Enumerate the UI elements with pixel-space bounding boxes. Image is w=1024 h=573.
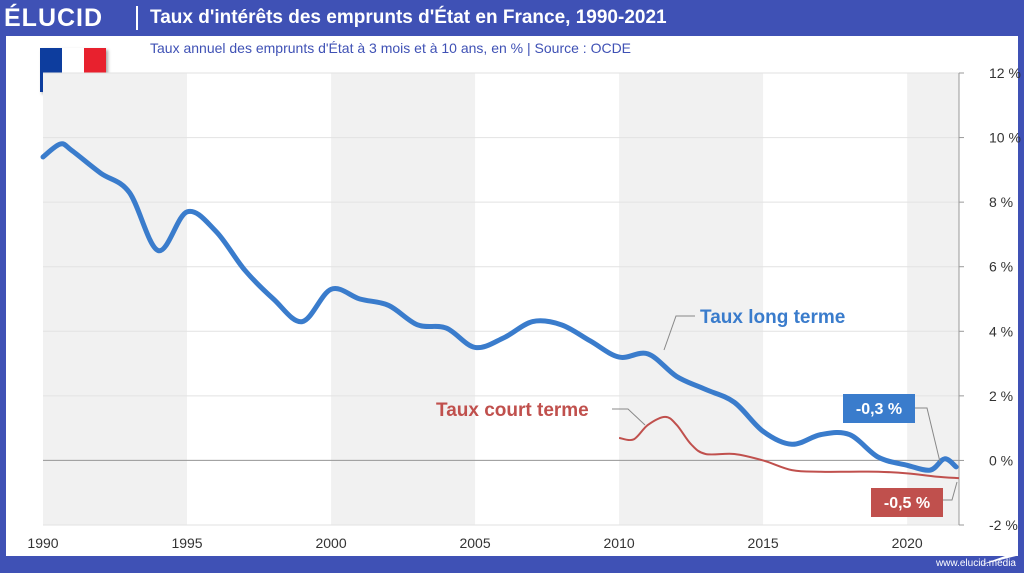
chart-band: [331, 73, 476, 525]
annotation-leader: [663, 315, 695, 351]
x-tick-label: 2000: [315, 535, 346, 551]
y-tick-label: 12 %: [989, 65, 1021, 81]
header-bar: ÉLUCID Taux d'intérêts des emprunts d'Ét…: [0, 0, 1024, 36]
series-line-taux-court-terme: [618, 415, 960, 480]
y-tick-label: 4 %: [989, 323, 1013, 339]
value-badge-bg: [843, 394, 915, 423]
annotation-leader: [943, 481, 958, 501]
chart-band: [43, 73, 188, 525]
x-tick-label: 2015: [748, 535, 779, 551]
value-badge-long: -0,3 %: [856, 401, 902, 418]
y-tick-label: 0 %: [989, 452, 1013, 468]
annotation-leader: [612, 408, 646, 426]
chart-band: [907, 73, 959, 525]
annotation-leader: [915, 407, 941, 463]
chart-band: [619, 73, 764, 525]
y-tick-label: 6 %: [989, 259, 1013, 275]
x-tick-label: 1990: [27, 535, 58, 551]
annotation-label: Taux court terme: [436, 400, 589, 421]
page-title: Taux d'intérêts des emprunts d'État en F…: [150, 7, 667, 28]
elucid-logo[interactable]: ÉLUCID: [4, 4, 104, 32]
x-tick-label: 2010: [604, 535, 635, 551]
y-tick-label: 8 %: [989, 194, 1013, 210]
header-divider: [136, 6, 138, 30]
footer-accent-icon: [980, 552, 1016, 565]
x-tick-label: 1995: [171, 535, 202, 551]
value-badge-bg: [871, 488, 943, 517]
x-tick-label: 2005: [459, 535, 490, 551]
y-tick-label: 10 %: [989, 130, 1021, 146]
series-line-taux-long-terme: [40, 141, 959, 473]
footer-url[interactable]: www.elucid.media: [935, 558, 1016, 569]
chart-subtitle: Taux annuel des emprunts d'État à 3 mois…: [150, 40, 632, 56]
x-tick-label: 2020: [892, 535, 923, 551]
y-tick-label: 2 %: [989, 388, 1013, 404]
y-tick-label: -2 %: [989, 517, 1018, 533]
annotation-label: Taux long terme: [700, 307, 845, 328]
value-badge-short: -0,5 %: [884, 495, 930, 512]
